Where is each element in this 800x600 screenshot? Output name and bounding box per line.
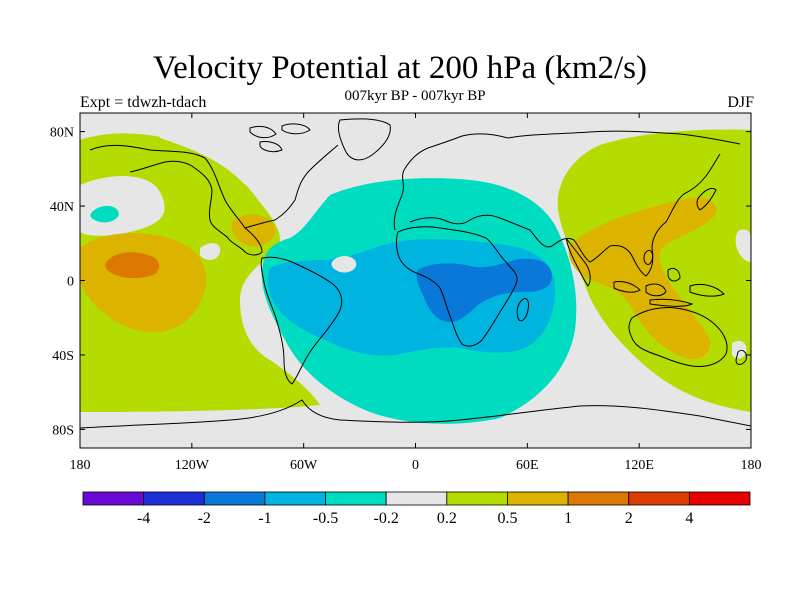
- colorbar-swatch: [507, 491, 569, 506]
- contour-neutral-patch-samer: [200, 243, 221, 260]
- coastline-north-america: [89, 144, 339, 256]
- coastline-europe: [393, 133, 509, 231]
- experiment-label: Expt = tdwzh-tdach: [80, 94, 207, 111]
- season-label: DJF: [727, 94, 754, 111]
- lat-tick-label: 80N: [50, 126, 74, 141]
- lat-tick-label: 80S: [52, 423, 74, 438]
- coastline-new-zealand: [735, 349, 747, 365]
- coastline-philippines: [643, 249, 653, 265]
- lon-tick-label: 60E: [516, 458, 539, 473]
- coastline-greenland: [337, 118, 391, 161]
- coastline-africa: [396, 226, 518, 347]
- coastlines: [80, 118, 751, 429]
- colorbar-label: -1: [258, 510, 271, 527]
- contour-positive-arctic-west: [80, 138, 151, 169]
- lat-tick-label: 0: [67, 275, 74, 290]
- coastline-antarctica: [80, 399, 751, 429]
- coastline-south-america: [260, 256, 343, 385]
- axis-ticks: 80N 40N 0 40S 80S 180 120W 60W 0 60E 120E 180: [50, 113, 762, 473]
- contour-negative-strong-congo: [416, 258, 552, 322]
- colorbar-swatch: [688, 491, 751, 506]
- colorbar-label: 0.2: [437, 510, 457, 527]
- contour-neutral-east-edge: [735, 229, 751, 262]
- colorbar-label: -0.2: [374, 510, 399, 527]
- coastline-madagascar: [516, 297, 529, 322]
- coastline-asia: [499, 130, 741, 277]
- contour-neutral-hole-atlantic: [331, 256, 357, 273]
- chart-title: Velocity Potential at 200 hPa (km2/s): [152, 50, 648, 86]
- colorbar-label: -4: [137, 510, 150, 527]
- contour-positive-npac-patch: [90, 205, 119, 223]
- map-plot-area: [80, 113, 751, 448]
- colorbar-swatch: [567, 491, 630, 506]
- colorbar-label: 2: [625, 510, 633, 527]
- colorbar: -4 -2 -1 -0.5 -0.2 0.2 0.5 1 2 4: [82, 491, 751, 527]
- lon-tick-label: 180: [741, 458, 762, 473]
- contour-neutral-australia-patch: [732, 340, 747, 359]
- coastline-japan: [696, 187, 717, 211]
- coastline-india: [565, 237, 591, 287]
- lon-tick-label: 60W: [290, 458, 318, 473]
- colorbar-swatch: [143, 491, 205, 506]
- lon-tick-label: 120W: [175, 458, 210, 473]
- contour-neutral-hole-southatlantic: [340, 227, 360, 238]
- lon-tick-label: 120E: [624, 458, 654, 473]
- colorbar-label: -0.5: [313, 510, 338, 527]
- colorbar-label: 1: [564, 510, 572, 527]
- chart-subtitle: 007kyr BP - 007kyr BP: [344, 88, 486, 104]
- contour-orange-east-asia: [568, 197, 717, 360]
- colorbar-swatch: [628, 491, 690, 506]
- coastline-arctic-islands: [249, 123, 311, 153]
- colorbar-swatch: [82, 491, 145, 506]
- coastline-maritime-continent: [613, 267, 725, 307]
- colorbar-swatch: [325, 491, 387, 506]
- lon-tick-label: 180: [70, 458, 91, 473]
- lon-tick-label: 0: [412, 458, 419, 473]
- contour-dark-orange-eastern-pacific: [105, 252, 160, 279]
- lat-tick-label: 40S: [52, 349, 74, 364]
- coastline-australia: [628, 307, 728, 367]
- colorbar-label: 0.5: [497, 510, 517, 527]
- colorbar-label: 4: [685, 510, 693, 527]
- colorbar-swatch: [446, 491, 508, 506]
- contour-neutral-tip-canada: [160, 120, 285, 197]
- colorbar-swatch: [385, 491, 448, 506]
- colorbar-label: -2: [198, 510, 211, 527]
- lat-tick-label: 40N: [50, 200, 74, 215]
- colorbar-swatch: [203, 491, 266, 506]
- colorbar-swatch: [264, 491, 326, 506]
